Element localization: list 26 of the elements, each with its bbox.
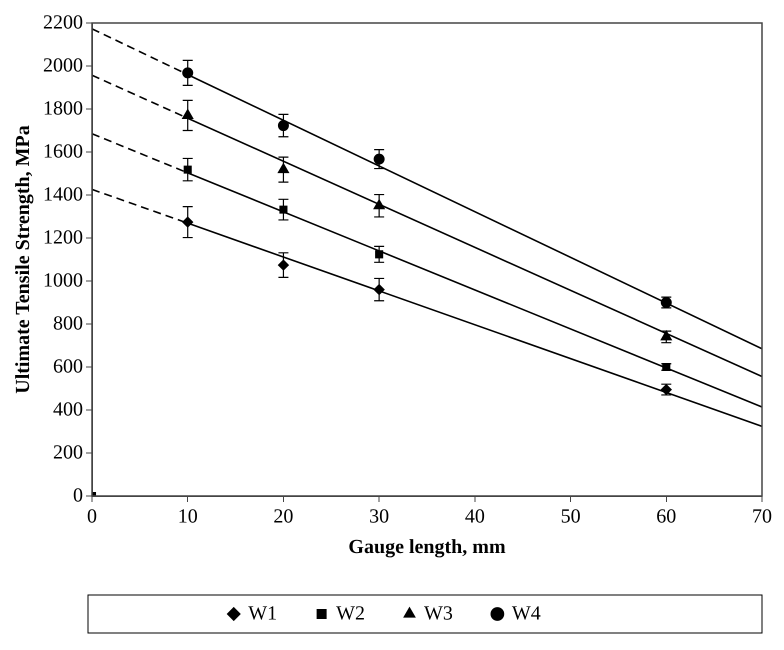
x-tick-label: 10: [178, 505, 198, 528]
x-tick-label: 50: [560, 505, 581, 528]
x-tick-label: 60: [656, 505, 676, 528]
x-tick-label: 0: [87, 505, 97, 528]
legend-label: W2: [336, 602, 366, 624]
legend-label: W4: [512, 602, 541, 624]
x-tick-label: 40: [464, 505, 485, 528]
legend-label: W3: [424, 602, 453, 624]
y-axis-title: Ultimate Tensile Strength, MPa: [12, 125, 34, 394]
x-tick-label: 20: [273, 505, 294, 528]
y-tick-label: 200: [53, 441, 83, 464]
x-tick-label: 70: [752, 505, 772, 528]
y-tick-label: 600: [53, 355, 83, 378]
y-tick-label: 2200: [43, 11, 83, 34]
x-tick-label: 30: [369, 505, 390, 528]
y-tick-label: 1000: [43, 269, 83, 292]
x-axis-title: Gauge length, mm: [348, 536, 506, 558]
y-tick-label: 800: [53, 312, 83, 334]
y-tick-label: 1600: [43, 140, 83, 162]
y-tick-label: 1400: [43, 183, 83, 206]
y-tick-label: 2000: [43, 54, 83, 76]
y-tick-label: 1800: [43, 97, 83, 120]
y-tick-label: 1200: [43, 226, 83, 248]
legend-label: W1: [248, 602, 278, 624]
y-tick-label: 0: [73, 484, 83, 506]
y-tick-label: 400: [53, 398, 83, 420]
